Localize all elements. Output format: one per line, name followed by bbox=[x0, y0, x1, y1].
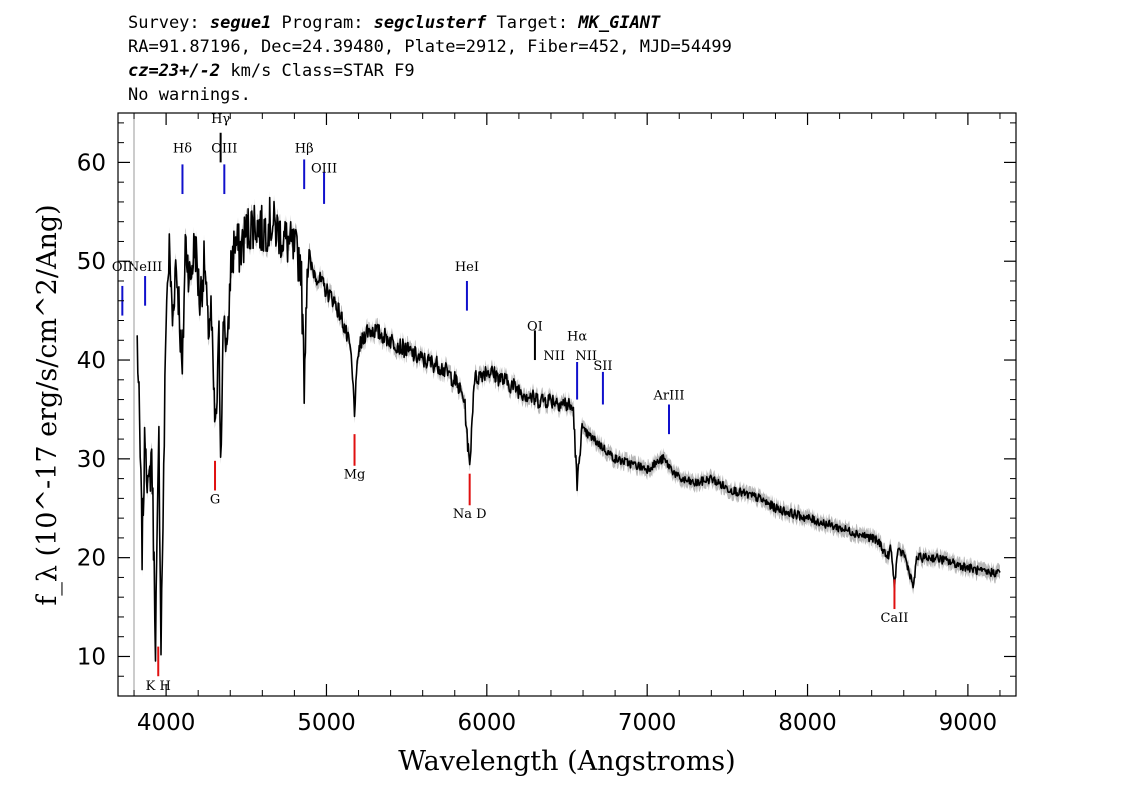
x-tick-label: 4000 bbox=[137, 710, 196, 736]
line-label-k-h: K H bbox=[146, 679, 171, 694]
line-label-caii: CaII bbox=[880, 611, 908, 626]
line-label-h-: Hδ bbox=[173, 142, 192, 157]
plot-frame bbox=[117, 112, 1017, 697]
line-label-ariii: ArIII bbox=[652, 389, 684, 404]
header-line-1: Survey: segue1 Program: segclusterf Targ… bbox=[128, 12, 660, 34]
program-label: Program: bbox=[271, 13, 374, 33]
line-label-sii: SII bbox=[593, 359, 612, 374]
target-value: MK_GIANT bbox=[578, 13, 661, 33]
x-axis-label: Wavelength (Angstroms) bbox=[398, 746, 735, 777]
line-label-nii: NII bbox=[543, 349, 565, 364]
survey-label: Survey: bbox=[128, 13, 210, 33]
class-text: km/s Class=STAR F9 bbox=[220, 61, 415, 81]
program-value: segclusterf bbox=[373, 13, 487, 33]
target-label: Target: bbox=[486, 13, 579, 33]
x-tick-label: 6000 bbox=[458, 710, 517, 736]
y-tick-label: 60 bbox=[77, 150, 106, 176]
x-tick-label: 8000 bbox=[778, 710, 837, 736]
line-label-nii: NII bbox=[575, 349, 597, 364]
spectrum-series bbox=[136, 196, 1001, 662]
error-band-area bbox=[137, 190, 1000, 668]
header-line-2: RA=91.87196, Dec=24.39480, Plate=2912, F… bbox=[128, 37, 732, 57]
line-label-oi: OI bbox=[527, 319, 543, 334]
line-label-oii: OII bbox=[112, 260, 133, 275]
line-label-na-d: Na D bbox=[453, 507, 487, 522]
x-tick-label: 7000 bbox=[618, 710, 677, 736]
y-tick-label: 10 bbox=[77, 644, 106, 670]
axis-ticks: 4000 5000 6000 7000 8000 9000 10 20 30 40 50 60 bbox=[77, 113, 1016, 736]
spectrum-line bbox=[136, 196, 1001, 662]
y-axis-label: f_λ (10^-17 erg/s/cm^2/Ang) bbox=[32, 204, 63, 605]
error-band bbox=[137, 190, 1000, 668]
y-tick-label: 30 bbox=[77, 447, 106, 473]
line-label-g: G bbox=[210, 492, 220, 507]
y-tick-label: 50 bbox=[77, 249, 106, 275]
line-label-h-: Hα bbox=[567, 329, 587, 344]
line-label-h-: Hβ bbox=[295, 142, 314, 157]
x-tick-label: 5000 bbox=[297, 710, 356, 736]
header-line-3: cz=23+/-2 km/s Class=STAR F9 bbox=[128, 60, 415, 82]
line-label-h-: Hγ bbox=[211, 112, 230, 127]
y-tick-label: 20 bbox=[77, 546, 106, 572]
line-label-oiii: OIII bbox=[211, 142, 237, 157]
survey-value: segue1 bbox=[209, 13, 272, 33]
redshift-value: cz=23+/-2 bbox=[128, 61, 221, 81]
x-tick-label: 9000 bbox=[939, 710, 998, 736]
y-tick-label: 40 bbox=[77, 348, 106, 374]
line-label-mg: Mg bbox=[344, 468, 366, 483]
header-line-4: No warnings. bbox=[128, 85, 251, 105]
line-label-neiii: NeIII bbox=[128, 260, 162, 275]
line-label-hei: HeI bbox=[455, 260, 479, 275]
line-label-oiii: OIII bbox=[311, 161, 337, 176]
